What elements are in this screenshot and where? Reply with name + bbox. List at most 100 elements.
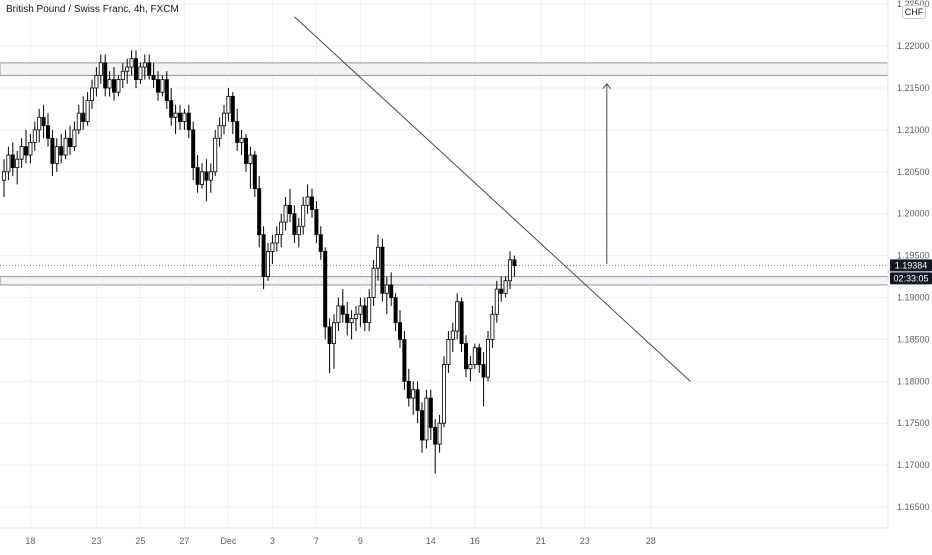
candle-body: [11, 155, 14, 168]
candle-body: [24, 147, 27, 155]
candle-body: [82, 113, 85, 121]
candle-body: [460, 302, 463, 344]
time-tick-label: 27: [179, 536, 189, 546]
price-tick-label: 1.17000: [897, 460, 930, 470]
candle-body: [200, 172, 203, 185]
price-tick-label: 1.18500: [897, 334, 930, 344]
candle-body: [464, 344, 467, 369]
candle-body: [359, 306, 362, 314]
candle-body: [183, 113, 186, 121]
candle-body: [20, 147, 23, 160]
countdown-label: 02:33:05: [893, 273, 928, 283]
candle-body: [385, 285, 388, 293]
candle-body: [354, 314, 357, 318]
candle-body: [165, 80, 168, 101]
candle-body: [236, 122, 239, 143]
candle-body: [134, 59, 137, 80]
candle-body: [297, 226, 300, 234]
candle-body: [64, 138, 67, 155]
grid-lines: [0, 0, 888, 528]
candle-body: [310, 197, 313, 210]
candle-body: [332, 323, 335, 344]
candle-body: [508, 260, 511, 281]
candle-body: [156, 80, 159, 93]
candle-body: [231, 96, 234, 121]
time-tick-label: 14: [426, 536, 436, 546]
price-tick-label: 1.21000: [897, 125, 930, 135]
candle-body: [368, 298, 371, 323]
candle-body: [104, 63, 107, 88]
time-tick-label: 21: [536, 536, 546, 546]
price-tick-label: 1.16500: [897, 502, 930, 512]
candle-body: [55, 147, 58, 164]
candle-body: [447, 339, 450, 364]
candle-body: [324, 251, 327, 326]
candle-body: [222, 113, 225, 126]
candle-body: [363, 306, 366, 323]
candle-body: [178, 113, 181, 121]
time-tick-label: 9: [358, 536, 363, 546]
candle-body: [293, 214, 296, 235]
candle-body: [2, 172, 5, 180]
candle-body: [420, 411, 423, 440]
candle-body: [451, 331, 454, 339]
candle-body: [346, 314, 349, 322]
candle-body: [328, 327, 331, 344]
candle-body: [381, 247, 384, 293]
candle-body: [438, 423, 441, 444]
candle-body: [394, 298, 397, 323]
candle-body: [478, 348, 481, 365]
candles: [2, 50, 516, 473]
candle-body: [42, 117, 45, 125]
price-tick-label: 1.20500: [897, 167, 930, 177]
price-tick-label: 1.20000: [897, 209, 930, 219]
candle-body: [51, 138, 54, 163]
current-price-label: 1.19384: [895, 260, 928, 270]
candle-body: [99, 63, 102, 76]
candle-body: [121, 71, 124, 79]
currency-button[interactable]: CHF: [902, 5, 926, 19]
candle-body: [192, 130, 195, 168]
candle-body: [196, 168, 199, 185]
candle-body: [7, 155, 10, 172]
candle-body: [108, 80, 111, 88]
candle-body: [482, 365, 485, 378]
candle-body: [38, 117, 41, 130]
price-tick-label: 1.22000: [897, 41, 930, 51]
candle-body: [412, 390, 415, 398]
candle-body: [174, 113, 177, 117]
candle-body: [319, 235, 322, 252]
candle-body: [249, 155, 252, 163]
time-tick-label: 16: [470, 536, 480, 546]
chart-title: British Pound / Swiss Franc, 4h, FXCM: [6, 4, 179, 15]
candle-body: [227, 96, 230, 113]
time-tick-label: 23: [91, 536, 101, 546]
price-zones: [0, 63, 888, 285]
candle-body: [288, 205, 291, 213]
candle-body: [275, 235, 278, 243]
candle-body: [139, 67, 142, 80]
candle-body: [29, 142, 32, 155]
candle-body: [390, 285, 393, 298]
time-axis[interactable]: 18 23 25 27 Dec 3 7 9 14 16 21 23 28: [0, 528, 888, 546]
candle-body: [130, 59, 133, 67]
candle-body: [486, 339, 489, 377]
time-tick-label: Dec: [220, 536, 237, 546]
price-axis[interactable]: 1.22500 1.22000 1.21500 1.21000 1.20500 1.200…: [888, 0, 932, 550]
candle-body: [407, 381, 410, 398]
time-tick-label: 23: [580, 536, 590, 546]
candle-body: [442, 365, 445, 424]
candle-body: [434, 427, 437, 444]
candle-body: [341, 306, 344, 314]
candle-body: [491, 314, 494, 339]
candle-body: [315, 210, 318, 235]
price-tick-label: 1.18000: [897, 376, 930, 386]
candle-body: [271, 243, 274, 251]
time-tick-label: 28: [646, 536, 656, 546]
candle-body: [152, 75, 155, 79]
candle-body: [187, 113, 190, 130]
candle-body: [90, 88, 93, 101]
candle-body: [112, 80, 115, 93]
